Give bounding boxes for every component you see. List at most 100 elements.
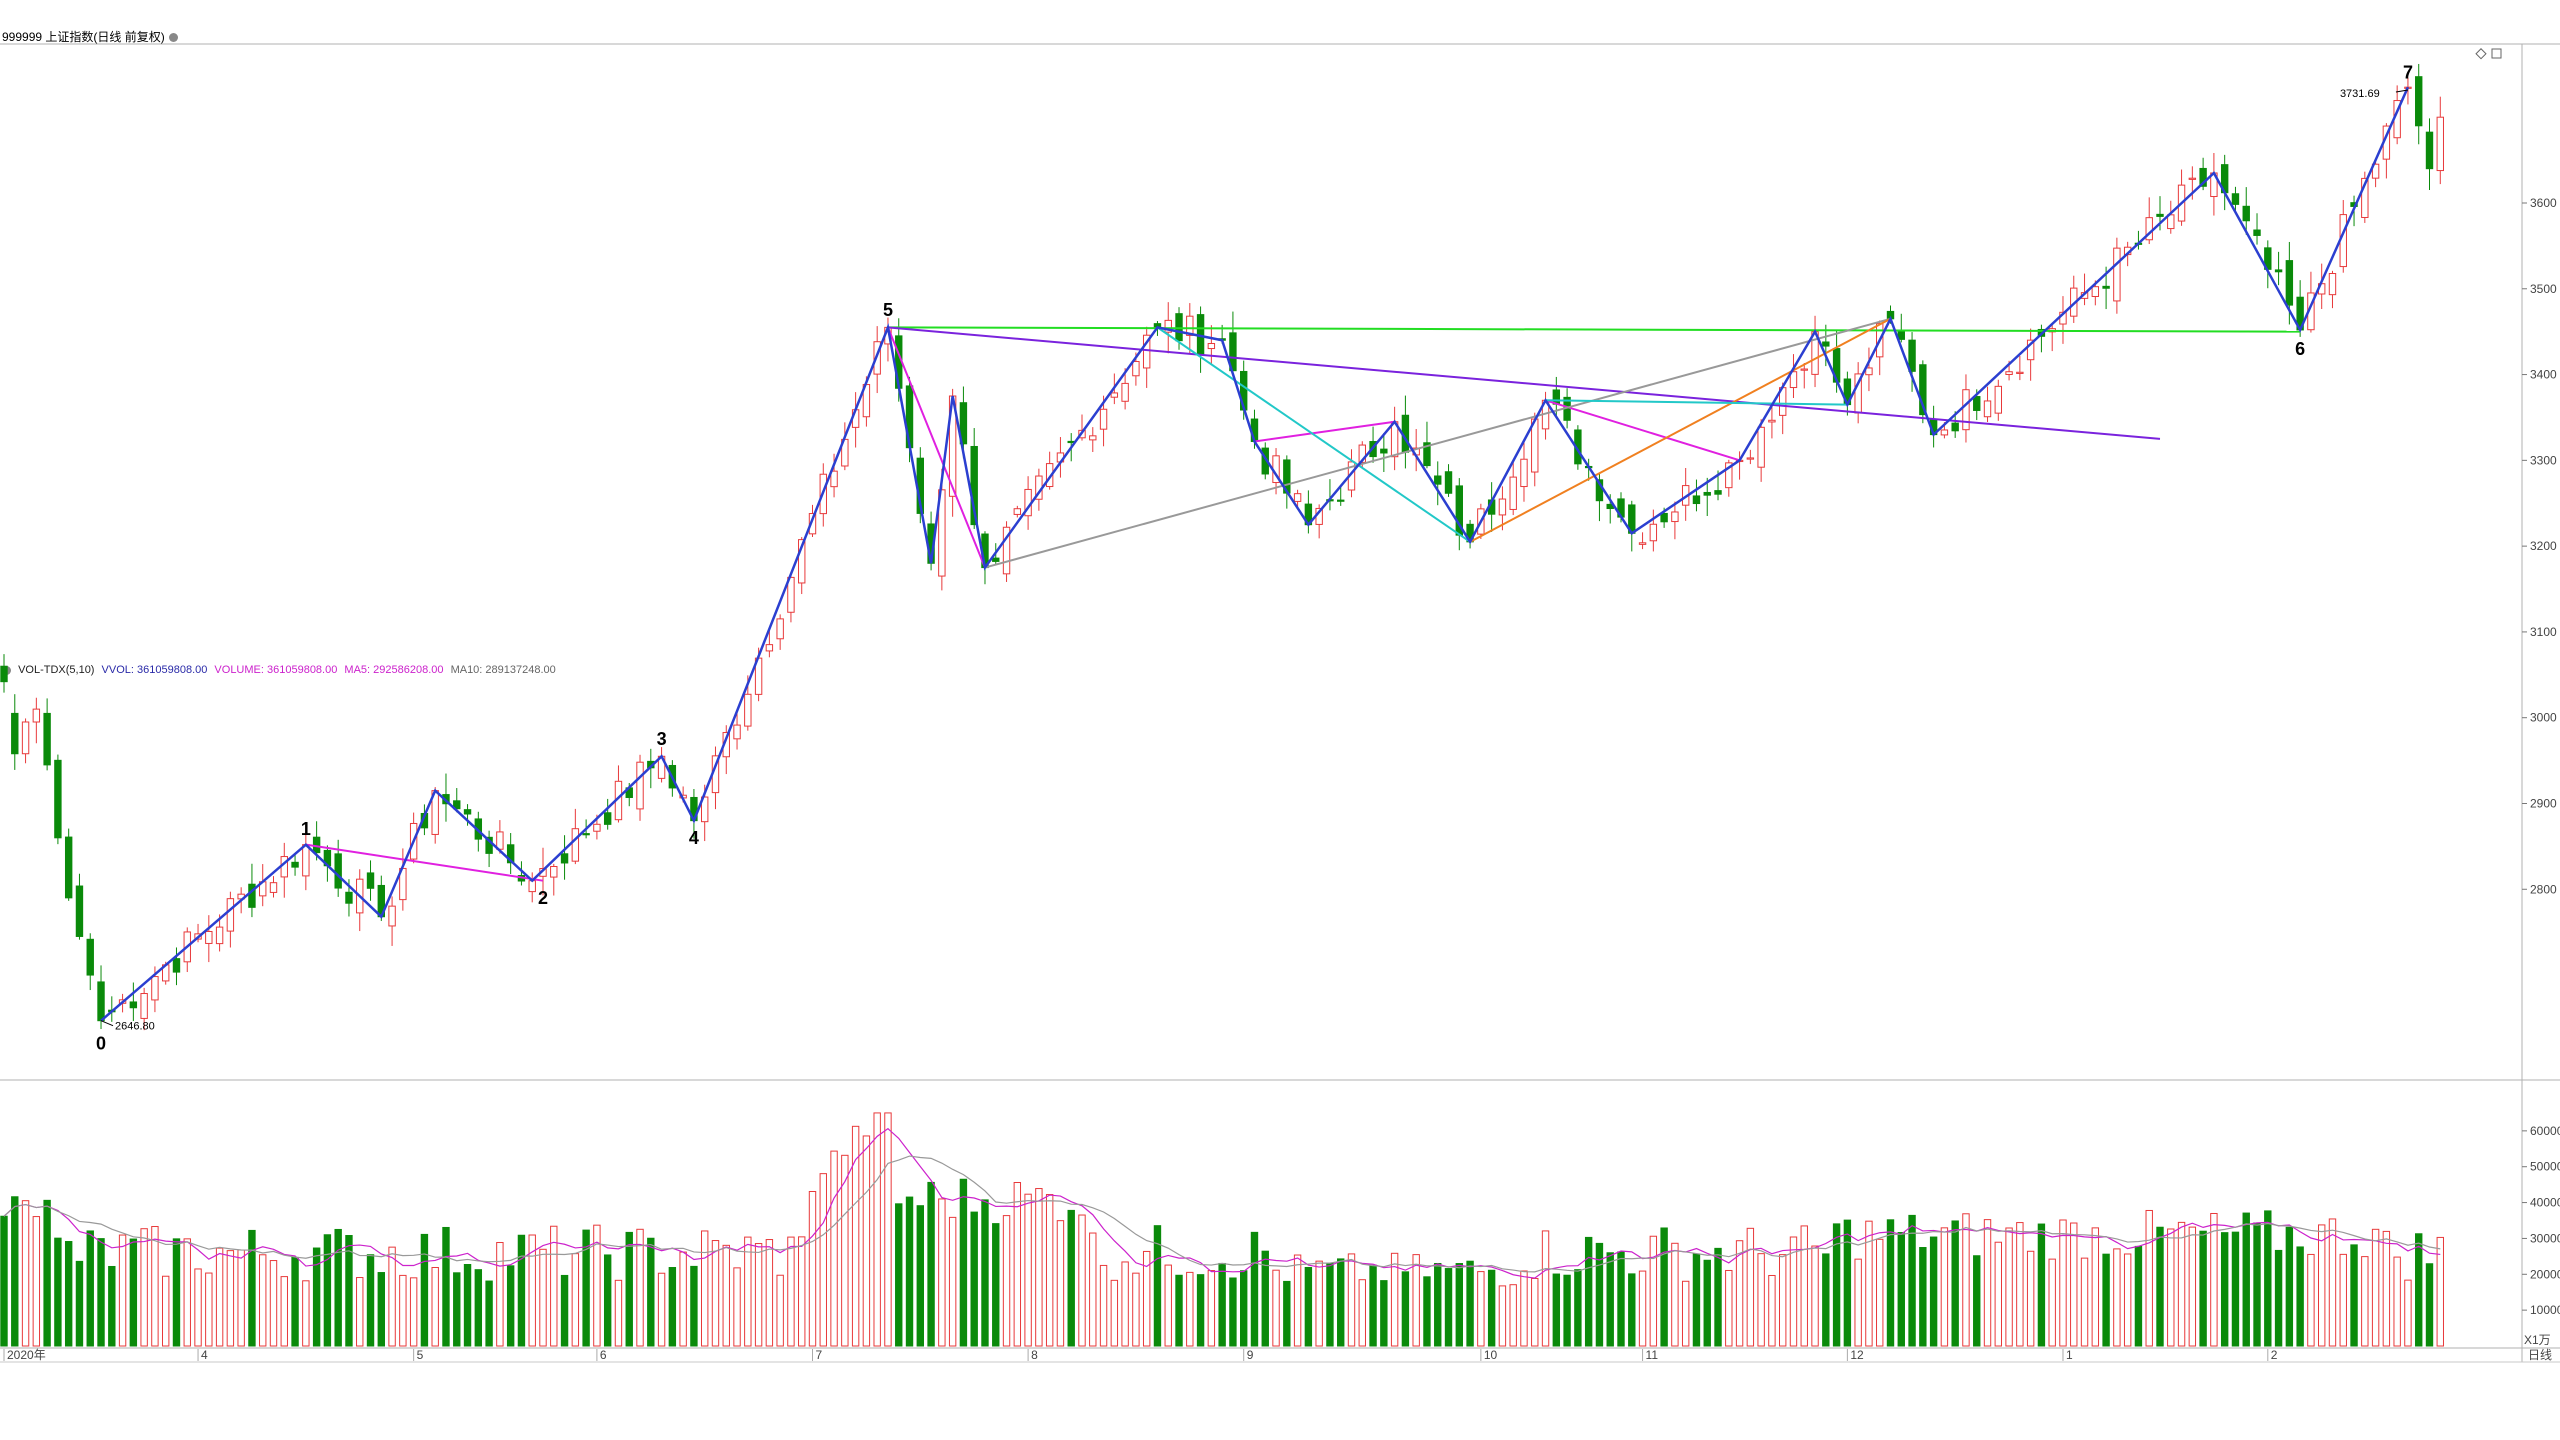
volume-bar: [2059, 1219, 2067, 1347]
volume-bar: [560, 1274, 569, 1347]
volume-bar: [1153, 1225, 1162, 1347]
volume-bar: [356, 1277, 364, 1347]
x-tick-label: 7: [816, 1348, 823, 1362]
volume-bar: [873, 1112, 881, 1347]
x-tick-label: 1: [2066, 1348, 2073, 1362]
volume-bar: [399, 1274, 407, 1347]
candle-body: [744, 693, 752, 727]
volume-bar: [1078, 1214, 1086, 1347]
volume-bar: [2123, 1253, 2132, 1347]
volume-bar: [2167, 1228, 2175, 1347]
candle-body: [1358, 444, 1366, 463]
volume-bar: [2382, 1230, 2391, 1347]
candle-body: [1822, 341, 1830, 347]
candle-body: [75, 885, 84, 937]
volume-bar: [1121, 1261, 1129, 1347]
volume-bar: [690, 1265, 698, 1347]
x-tick-label: 11: [1646, 1348, 1659, 1362]
volume-bar: [2231, 1231, 2240, 1347]
candle-body: [1175, 313, 1183, 342]
candle-body: [1768, 419, 1776, 423]
volume-bar: [819, 1173, 827, 1347]
volume-bar: [1002, 1215, 1011, 1347]
vol-ma5: MA5: 292586208.00: [344, 664, 444, 676]
candle-body: [1789, 371, 1798, 389]
candle-body: [830, 470, 838, 488]
volume-bar: [2404, 1279, 2412, 1347]
volume-bar: [754, 1243, 763, 1347]
vol-ma5-line: [3, 1127, 2441, 1279]
candle-body: [11, 712, 19, 755]
candle-body: [1973, 396, 1981, 411]
volume-bar: [895, 1203, 903, 1347]
period-label: 日线: [2528, 1348, 2552, 1362]
diamond-icon[interactable]: [2475, 48, 2487, 60]
volume-bar: [2134, 1245, 2143, 1347]
volume-bar: [2328, 1218, 2337, 1347]
gear-icon[interactable]: [168, 33, 178, 43]
volume-bar: [442, 1226, 450, 1347]
volume-bar: [1595, 1242, 1604, 1347]
candle-body: [1337, 499, 1345, 502]
candle-body: [1714, 490, 1722, 495]
volume-bar: [1584, 1236, 1593, 1347]
candle-body: [1660, 512, 1668, 523]
volume-bar: [11, 1196, 19, 1347]
volume-bar: [215, 1247, 224, 1347]
y-tick-label: 3100: [2530, 625, 2557, 639]
volume-bar: [21, 1200, 30, 1347]
candle-body: [1951, 422, 1959, 432]
high-pointer: [2395, 89, 2409, 93]
candle-body: [1121, 382, 1129, 402]
volume-bar: [1315, 1260, 1323, 1347]
volume-bar: [1337, 1258, 1345, 1347]
volume-bar: [1466, 1260, 1474, 1347]
volume-bar: [302, 1280, 310, 1347]
candle-body: [43, 712, 51, 766]
volume-bar: [1293, 1254, 1302, 1347]
volume-bar: [97, 1238, 105, 1347]
vol-ma10: MA10: 289137248.00: [450, 664, 556, 676]
candle-body: [938, 489, 946, 577]
candle-body: [1725, 462, 1733, 489]
candle-body: [54, 759, 62, 839]
volume-bar: [1843, 1219, 1852, 1347]
candle-body: [582, 833, 590, 836]
candle-body: [1865, 367, 1873, 376]
volume-bar: [2371, 1228, 2380, 1347]
volume-bar: [2264, 1210, 2272, 1347]
low-pointer: [100, 1020, 114, 1027]
candle-body: [2328, 273, 2337, 296]
trend-line-cyan-1: [1156, 326, 1471, 543]
volume-bar: [1240, 1270, 1248, 1347]
volume-bar: [1908, 1214, 1916, 1347]
volume-bar: [981, 1199, 989, 1347]
volume-bar: [248, 1229, 256, 1347]
candle-body: [1746, 457, 1755, 460]
y-tick-label: 3500: [2530, 282, 2557, 296]
candle-body: [205, 930, 213, 944]
volume-bar: [1865, 1220, 1873, 1347]
candle-body: [2231, 193, 2240, 205]
volume-bar: [2177, 1221, 2186, 1347]
volume-bar: [1498, 1285, 1507, 1347]
candle-body: [215, 926, 224, 945]
volume-bar: [485, 1280, 493, 1347]
candle-body: [97, 981, 105, 1022]
panel-icon[interactable]: [2491, 48, 2502, 59]
volume-bar: [1250, 1231, 1259, 1347]
candle-body: [2371, 163, 2380, 179]
x-tick-label: 8: [1031, 1348, 1038, 1362]
volume-bar: [657, 1272, 666, 1347]
candle-body: [151, 976, 159, 1001]
candle-body: [1692, 495, 1701, 505]
volume-bar: [43, 1199, 51, 1347]
volume-bar: [2350, 1244, 2358, 1347]
volume-bar: [1089, 1232, 1097, 1347]
volume-bar: [2318, 1224, 2326, 1347]
volume-bar: [2156, 1226, 2164, 1347]
candle-body: [733, 724, 741, 740]
candle-body: [2253, 229, 2261, 236]
vol-volume: VOLUME: 361059808.00: [214, 664, 338, 676]
